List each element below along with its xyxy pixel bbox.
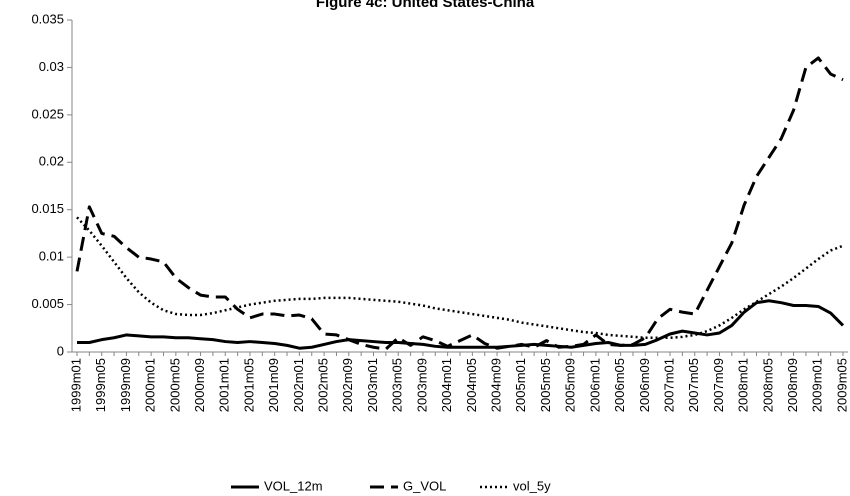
x-tick-label: 1999m09 xyxy=(118,358,133,412)
x-tick-label: 2004m09 xyxy=(489,358,504,412)
y-tick-label: 0.025 xyxy=(31,106,64,121)
x-tick-label: 2001m09 xyxy=(266,358,281,412)
series-line xyxy=(76,216,844,340)
x-tick-label: 2001m05 xyxy=(241,358,256,412)
x-tick-label: 2002m05 xyxy=(316,358,331,412)
y-tick-label: 0.005 xyxy=(31,296,64,311)
x-tick-label: 1999m01 xyxy=(68,358,83,412)
x-tick-label: 2006m09 xyxy=(637,358,652,412)
x-tick-label: 2008m09 xyxy=(785,358,800,412)
x-tick-label: 2006m01 xyxy=(587,358,602,412)
legend-label: vol_5y xyxy=(513,478,551,493)
x-tick-label: 2002m09 xyxy=(340,358,355,412)
x-tick-label: 2000m01 xyxy=(143,358,158,412)
x-tick-label: 2003m09 xyxy=(414,358,429,412)
x-tick-label: 2008m05 xyxy=(760,358,775,412)
y-tick-label: 0.03 xyxy=(39,59,64,74)
x-tick-label: 2009m01 xyxy=(810,358,825,412)
y-tick-label: 0 xyxy=(57,343,64,358)
y-tick-label: 0.02 xyxy=(39,154,64,169)
series-line xyxy=(77,299,845,350)
y-tick-label: 0.01 xyxy=(39,249,64,264)
x-tick-label: 2005m01 xyxy=(513,358,528,412)
x-tick-label: 2007m09 xyxy=(711,358,726,412)
x-tick-label: 2005m05 xyxy=(538,358,553,412)
x-tick-label: 2006m05 xyxy=(612,358,627,412)
y-tick-label: 0.035 xyxy=(31,11,64,26)
x-tick-label: 1999m05 xyxy=(93,358,108,412)
y-tick-label: 0.015 xyxy=(31,201,64,216)
x-tick-label: 2005m09 xyxy=(563,358,578,412)
series-line xyxy=(75,56,844,351)
x-tick-label: 2007m01 xyxy=(661,358,676,412)
x-tick-label: 2003m05 xyxy=(390,358,405,412)
x-tick-label: 2002m01 xyxy=(291,358,306,412)
x-tick-label: 2001m01 xyxy=(217,358,232,412)
x-tick-label: 2008m01 xyxy=(736,358,751,412)
x-tick-label: 2004m05 xyxy=(464,358,479,412)
x-tick-label: 2000m09 xyxy=(192,358,207,412)
legend-label: G_VOL xyxy=(403,478,446,493)
chart-title: Figure 4c: United States-China xyxy=(316,0,535,11)
x-tick-label: 2003m01 xyxy=(365,358,380,412)
x-tick-label: 2007m05 xyxy=(686,358,701,412)
legend-label: VOL_12m xyxy=(264,478,323,493)
x-tick-label: 2004m01 xyxy=(439,358,454,412)
x-tick-label: 2009m05 xyxy=(834,358,849,412)
x-tick-label: 2000m05 xyxy=(167,358,182,412)
